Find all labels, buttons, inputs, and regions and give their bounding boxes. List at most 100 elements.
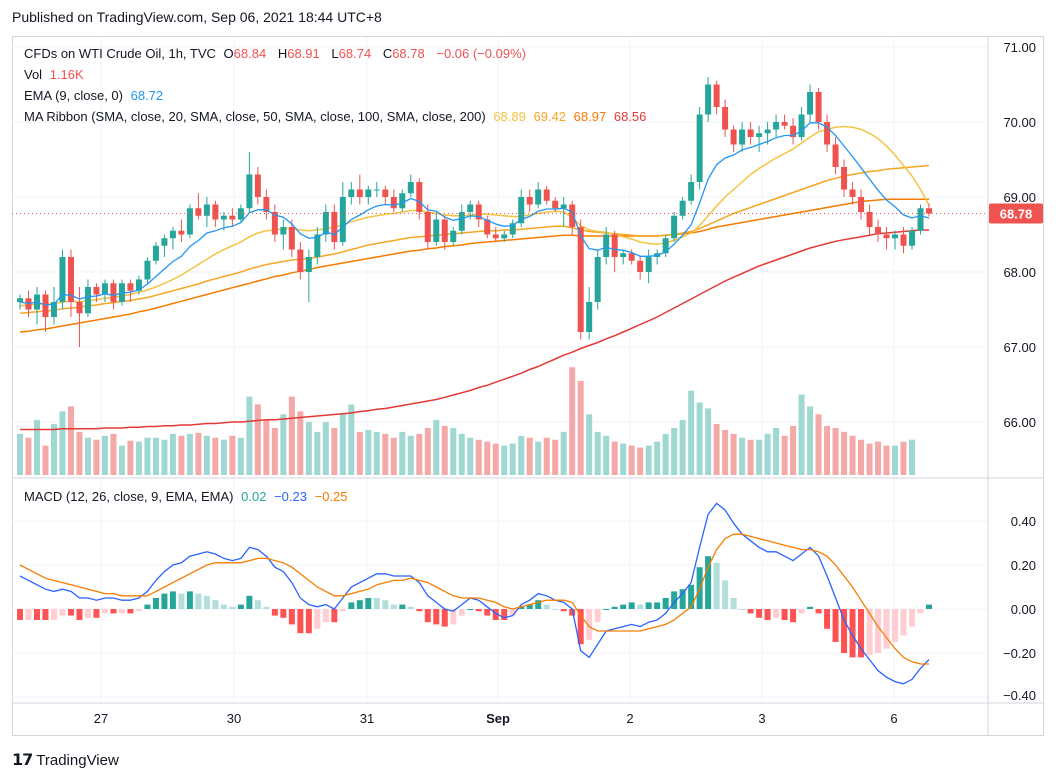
volume-bar (84, 437, 91, 475)
ribbon-legend[interactable]: MA Ribbon (SMA, close, 20, SMA, close, 5… (24, 109, 650, 124)
macd-hist-value: 0.02 (241, 489, 267, 504)
volume-bar (730, 433, 737, 475)
volume-bar (458, 433, 465, 475)
volume-legend[interactable]: Vol 1.16K (24, 67, 88, 82)
volume-bar (467, 437, 474, 475)
last-price-tag-text: 68.78 (1000, 207, 1033, 222)
macd-legend[interactable]: MACD (12, 26, close, 9, EMA, EMA) 0.02 −… (24, 489, 352, 504)
ema-legend[interactable]: EMA (9, close, 0) 68.72 (24, 88, 167, 103)
macd-histogram-bar (620, 604, 627, 609)
ribbon-ma100-value: 68.97 (573, 109, 607, 124)
volume-bar (679, 420, 686, 475)
candle-body (450, 230, 457, 242)
volume-bar (815, 414, 822, 475)
macd-histogram-bar (883, 609, 890, 649)
candle-body (628, 253, 635, 261)
macd-axis-label: 0.20 (1011, 558, 1036, 573)
candle-body (416, 182, 423, 212)
volume-bar (331, 427, 338, 475)
macd-histogram-bar (331, 609, 338, 623)
candle-body (790, 125, 797, 137)
ma50-line (19, 164, 930, 314)
candle-body (458, 212, 465, 231)
volume-bar (841, 431, 848, 475)
candle-body (84, 287, 91, 314)
candle-body (747, 129, 754, 137)
candle-body (705, 84, 712, 115)
candle-body (883, 234, 890, 239)
volume-bar (67, 406, 74, 475)
candle-body (917, 208, 924, 231)
volume-bar (475, 439, 482, 475)
candle-body (756, 133, 763, 137)
macd-histogram-bar (382, 600, 389, 609)
volume-bar (586, 414, 593, 475)
macd-histogram-bar (900, 609, 907, 636)
candle-body (603, 234, 610, 257)
macd-histogram-bar (671, 591, 678, 609)
volume-bar (254, 404, 261, 475)
candle-body (722, 107, 729, 130)
macd-histogram-bar (637, 604, 644, 609)
macd-histogram-bar (688, 584, 695, 609)
candle-body (373, 189, 380, 191)
candle-body (637, 260, 644, 272)
candle-body (501, 234, 508, 239)
macd-histogram-bar (203, 595, 210, 609)
volume-bar (713, 424, 720, 475)
candle-body (229, 215, 236, 220)
volume-bar (875, 441, 882, 475)
price-axis-label: 70.00 (1003, 115, 1036, 130)
macd-histogram-bar (722, 580, 729, 609)
candle-body (866, 212, 873, 227)
macd-histogram-bar (195, 593, 202, 609)
candle-body (569, 204, 576, 227)
macd-histogram-bar (67, 609, 74, 616)
volume-bar (288, 396, 295, 475)
volume-bar (773, 427, 780, 475)
macd-histogram-bar (790, 609, 797, 623)
chart-frame (12, 36, 1044, 736)
candle-body (339, 197, 346, 242)
candle-body (433, 219, 440, 242)
volume-bar (433, 420, 440, 475)
candle-body (390, 197, 397, 209)
macd-histogram-bar (254, 600, 261, 609)
open-group: O68.84 (224, 46, 271, 61)
volume-bar (169, 433, 176, 475)
candle-body (858, 197, 865, 212)
macd-histogram-bar (713, 562, 720, 609)
volume-bar (195, 432, 202, 475)
macd-histogram-bar (416, 609, 423, 612)
macd-histogram-bar (917, 609, 924, 614)
tradingview-brand[interactable]: 𝟭𝟳 TradingView (12, 750, 119, 770)
macd-histogram-bar (798, 609, 805, 614)
ma100-line (19, 198, 929, 333)
volume-bar (501, 445, 508, 475)
volume-bar (50, 424, 57, 475)
symbol-legend[interactable]: CFDs on WTI Crude Oil, 1h, TVC O68.84 H6… (24, 46, 530, 61)
macd-histogram-bar (552, 609, 559, 610)
volume-bar (671, 427, 678, 475)
candle-body (645, 257, 652, 272)
candle-body (526, 197, 533, 205)
volume-bar (739, 437, 746, 475)
macd-signal-value: −0.25 (314, 489, 348, 504)
volume-bar (883, 445, 890, 475)
macd-histogram-bar (178, 593, 185, 609)
macd-histogram-bar (59, 609, 66, 616)
volume-bar (798, 394, 805, 475)
volume-bar (101, 435, 108, 475)
candle-body (467, 204, 474, 212)
candle-body (263, 197, 270, 212)
candle-body (475, 204, 482, 220)
volume-bar (110, 433, 117, 475)
symbol-name[interactable]: CFDs on WTI Crude Oil, 1h, TVC (24, 46, 216, 61)
macd-histogram-bar (50, 609, 57, 620)
macd-histogram-bar (849, 609, 856, 658)
candle-body (195, 208, 202, 216)
macd-histogram-bar (594, 609, 601, 623)
macd-histogram-bar (25, 609, 32, 620)
macd-histogram-bar (356, 600, 363, 609)
